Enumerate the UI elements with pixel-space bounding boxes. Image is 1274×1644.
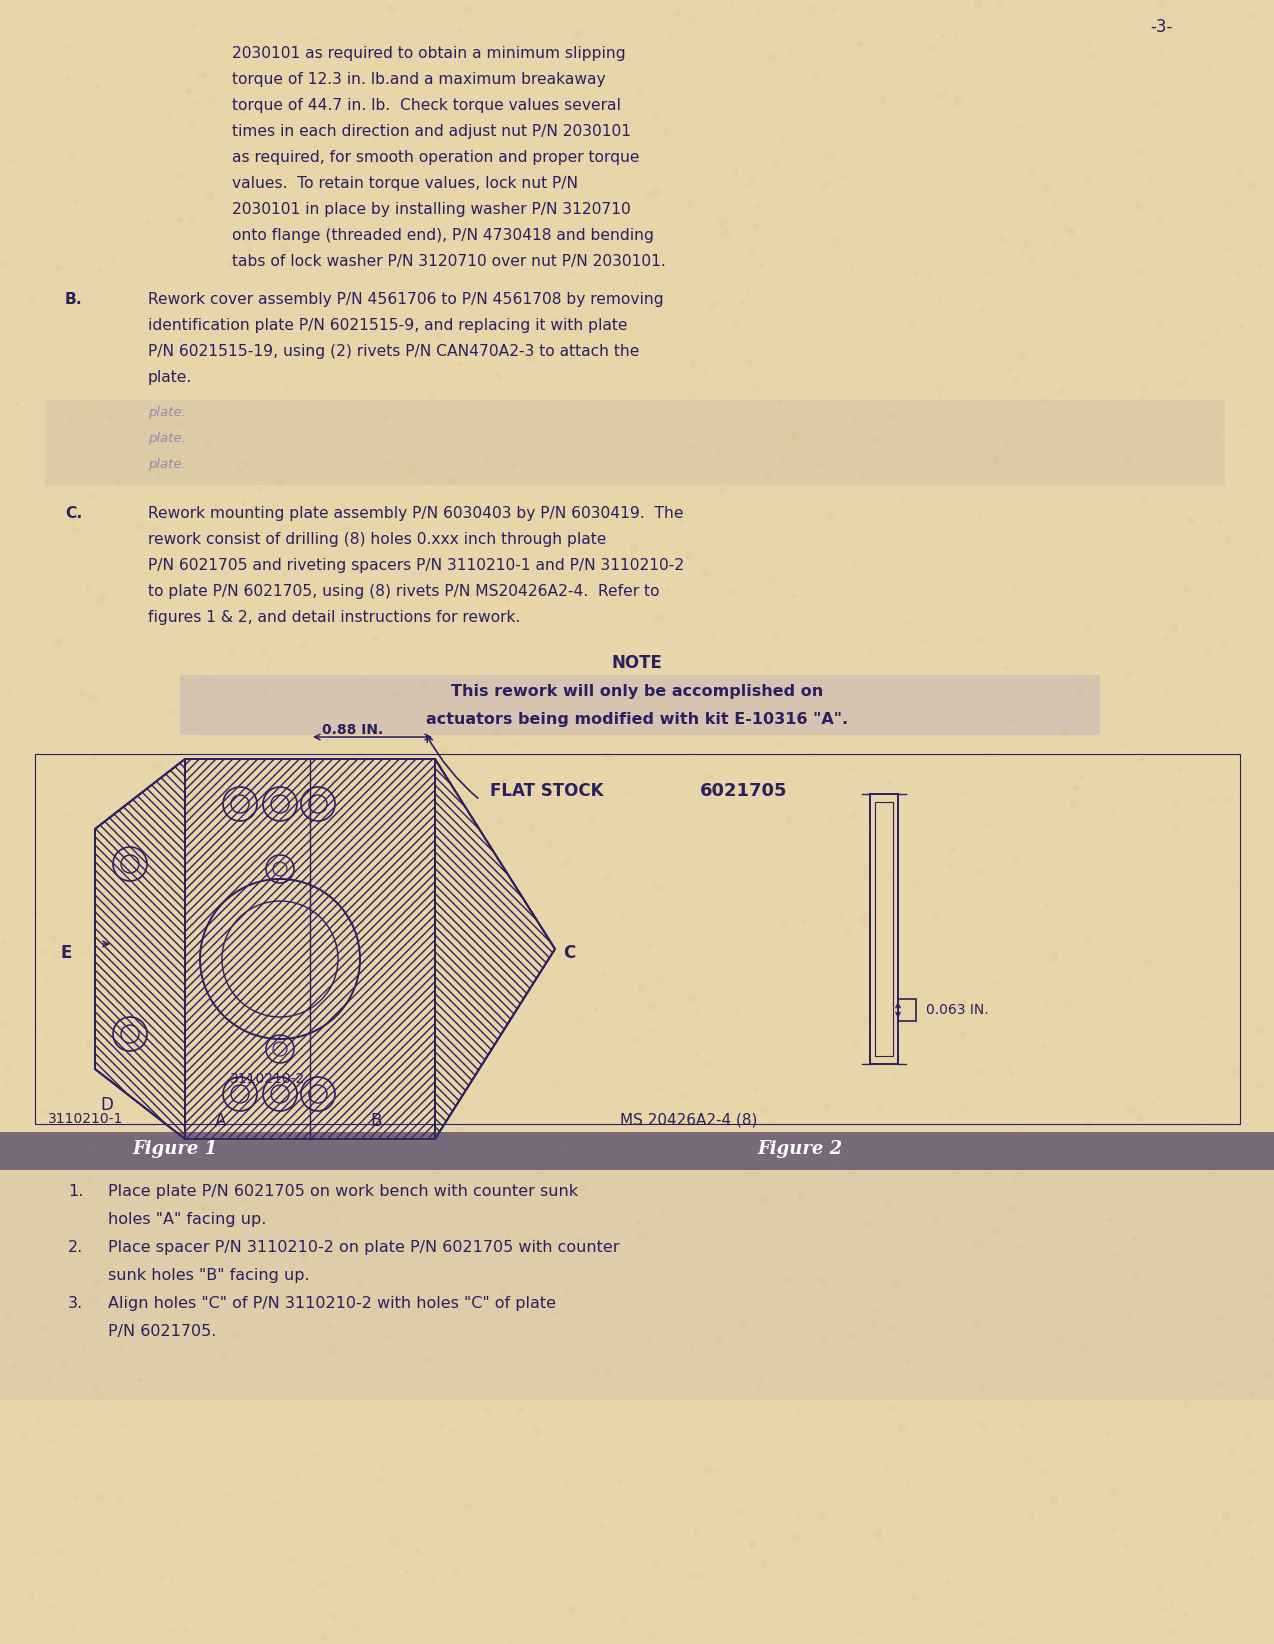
Text: plate.: plate. — [148, 459, 454, 470]
Text: B.: B. — [65, 293, 83, 307]
Text: MS 20426A2-4 (8): MS 20426A2-4 (8) — [620, 1111, 757, 1128]
Bar — [185, 760, 434, 1139]
Text: values.  To retain torque values, lock nut P/N: values. To retain torque values, lock nu… — [232, 176, 578, 191]
Bar — [0, 1133, 1274, 1171]
Text: D: D — [99, 1097, 113, 1115]
Text: holes "A" facing up.: holes "A" facing up. — [108, 1212, 266, 1226]
Text: 1.: 1. — [68, 1184, 83, 1198]
Text: P/N 6021705 and riveting spacers P/N 3110210-1 and P/N 3110210-2: P/N 6021705 and riveting spacers P/N 311… — [148, 557, 684, 574]
Text: plate.: plate. — [148, 406, 454, 419]
Text: Place spacer P/N 3110210-2 on plate P/N 6021705 with counter: Place spacer P/N 3110210-2 on plate P/N … — [108, 1240, 619, 1254]
Text: torque of 44.7 in. lb.  Check torque values several: torque of 44.7 in. lb. Check torque valu… — [232, 99, 620, 113]
Bar — [45, 399, 1226, 485]
Text: as required, for smooth operation and proper torque: as required, for smooth operation and pr… — [232, 150, 640, 164]
Text: -3-: -3- — [1150, 18, 1172, 36]
Text: Rework mounting plate assembly P/N 6030403 by P/N 6030419.  The: Rework mounting plate assembly P/N 60304… — [148, 506, 683, 521]
Text: NOTE: NOTE — [612, 654, 662, 672]
Text: plate.: plate. — [148, 370, 192, 385]
Text: 2030101 as required to obtain a minimum slipping: 2030101 as required to obtain a minimum … — [232, 46, 626, 61]
Text: to plate P/N 6021705, using (8) rivets P/N MS20426A2-4.  Refer to: to plate P/N 6021705, using (8) rivets P… — [148, 584, 660, 598]
Text: 6021705: 6021705 — [699, 783, 787, 801]
Text: Place plate P/N 6021705 on work bench with counter sunk: Place plate P/N 6021705 on work bench wi… — [108, 1184, 578, 1198]
Text: 0.063 IN.: 0.063 IN. — [926, 1003, 989, 1018]
Text: E: E — [60, 944, 71, 962]
Text: tabs of lock washer P/N 3120710 over nut P/N 2030101.: tabs of lock washer P/N 3120710 over nut… — [232, 255, 666, 270]
Text: figures 1 & 2, and detail instructions for rework.: figures 1 & 2, and detail instructions f… — [148, 610, 520, 625]
Text: actuators being modified with kit E-10316 "A".: actuators being modified with kit E-1031… — [426, 712, 848, 727]
Text: C: C — [563, 944, 576, 962]
Bar — [180, 676, 1099, 735]
Text: This rework will only be accomplished on: This rework will only be accomplished on — [451, 684, 823, 699]
Text: sunk holes "B" facing up.: sunk holes "B" facing up. — [108, 1268, 310, 1282]
Text: 3.: 3. — [68, 1295, 83, 1310]
Text: torque of 12.3 in. lb.and a maximum breakaway: torque of 12.3 in. lb.and a maximum brea… — [232, 72, 605, 87]
Text: A: A — [215, 1111, 227, 1129]
Text: 0.88 IN.: 0.88 IN. — [322, 723, 383, 737]
Text: B: B — [369, 1111, 381, 1129]
Bar — [185, 760, 434, 1139]
Text: 2030101 in place by installing washer P/N 3120710: 2030101 in place by installing washer P/… — [232, 202, 631, 217]
Text: Rework cover assembly P/N 4561706 to P/N 4561708 by removing: Rework cover assembly P/N 4561706 to P/N… — [148, 293, 664, 307]
Text: identification plate P/N 6021515-9, and replacing it with plate: identification plate P/N 6021515-9, and … — [148, 317, 628, 334]
Bar — [875, 802, 893, 1055]
Text: rework consist of drilling (8) holes 0.xxx inch through plate: rework consist of drilling (8) holes 0.x… — [148, 533, 606, 547]
Text: Figure 2: Figure 2 — [758, 1139, 842, 1157]
Text: Figure 1: Figure 1 — [132, 1139, 218, 1157]
Text: 2.: 2. — [68, 1240, 83, 1254]
Bar — [898, 1000, 916, 1021]
Bar — [870, 794, 898, 1064]
Text: P/N 6021515-19, using (2) rivets P/N CAN470A2-3 to attach the: P/N 6021515-19, using (2) rivets P/N CAN… — [148, 344, 640, 358]
Text: C.: C. — [65, 506, 83, 521]
Bar — [0, 1171, 1274, 1401]
Text: onto flange (threaded end), P/N 4730418 and bending: onto flange (threaded end), P/N 4730418 … — [232, 229, 654, 243]
Text: 3110210-1: 3110210-1 — [48, 1111, 124, 1126]
Text: 3110210-2: 3110210-2 — [231, 1072, 306, 1087]
Text: P/N 6021705.: P/N 6021705. — [108, 1323, 217, 1338]
Text: FLAT STOCK: FLAT STOCK — [490, 783, 604, 801]
Text: Align holes "C" of P/N 3110210-2 with holes "C" of plate: Align holes "C" of P/N 3110210-2 with ho… — [108, 1295, 555, 1310]
Text: times in each direction and adjust nut P/N 2030101: times in each direction and adjust nut P… — [232, 123, 631, 140]
Text: plate.: plate. — [148, 432, 454, 446]
